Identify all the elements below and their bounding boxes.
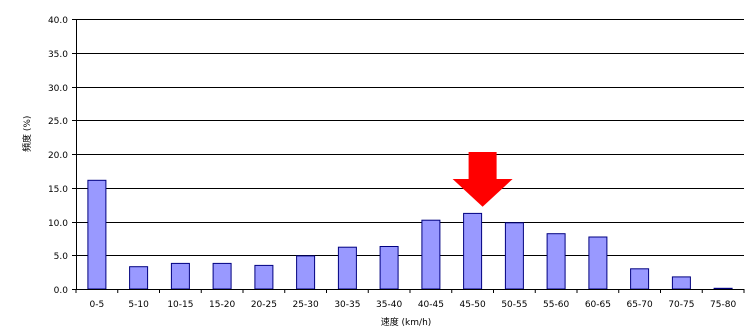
bar-25-30 (296, 255, 316, 290)
y-tick-label: 30.0 (48, 84, 68, 94)
bar-40-45 (421, 219, 441, 290)
annotation-arrow (452, 152, 513, 207)
y-axis-title: 頻度 (%) (21, 116, 33, 152)
y-tick-label: 25.0 (48, 117, 68, 127)
x-tick-label: 20-25 (251, 300, 277, 310)
bar-65-70 (630, 268, 650, 290)
y-tick-label: 35.0 (48, 50, 68, 60)
x-tick-label: 70-75 (668, 300, 694, 310)
y-tick-label: 40.0 (48, 16, 68, 26)
y-tick-labels: 0.0 5.0 10.0 15.0 20.0 25.0 30.0 35.0 40.0 (48, 16, 68, 296)
x-tick-label: 55-60 (543, 300, 569, 310)
x-tick-label: 40-45 (418, 300, 444, 310)
x-tick-label: 0-5 (90, 300, 105, 310)
x-tick-labels: 0-5 5-10 10-15 15-20 20-25 25-30 30-35 35-40 40-… (90, 300, 737, 310)
y-tick-label: 5.0 (54, 252, 69, 262)
y-tick-label: 0.0 (54, 286, 69, 296)
x-tick-label: 60-65 (585, 300, 611, 310)
bar-50-55 (504, 222, 524, 290)
y-tick-label: 20.0 (48, 151, 68, 161)
bar-10-15 (170, 262, 190, 290)
bar-20-25 (254, 264, 274, 290)
x-tick-label: 65-70 (627, 300, 653, 310)
bar-55-60 (546, 233, 566, 290)
x-tick-label: 45-50 (460, 300, 486, 310)
x-tick-label: 35-40 (376, 300, 402, 310)
red-down-arrow-icon (452, 152, 513, 207)
bar-60-65 (588, 236, 608, 290)
x-tick-label: 50-55 (501, 300, 527, 310)
bar-45-50 (463, 212, 483, 290)
bar-70-75 (671, 276, 691, 290)
bar-35-40 (379, 246, 399, 290)
x-tick-label: 25-30 (293, 300, 319, 310)
x-tick-label: 75-80 (710, 300, 736, 310)
x-tick-label: 30-35 (334, 300, 360, 310)
y-tick-label: 15.0 (48, 185, 68, 195)
bars (87, 179, 733, 290)
bar-5-10 (129, 266, 149, 290)
x-tick-label: 5-10 (128, 300, 149, 310)
bar-0-5 (87, 179, 107, 290)
bar-15-20 (212, 262, 232, 290)
axes (72, 19, 745, 293)
x-tick-label: 10-15 (167, 300, 193, 310)
gridlines (76, 19, 744, 256)
x-axis-title: 速度 (km/h) (381, 316, 432, 328)
bar-75-80 (713, 287, 733, 290)
bar-30-35 (337, 246, 357, 290)
x-tick-label: 15-20 (209, 300, 235, 310)
y-tick-label: 10.0 (48, 219, 68, 229)
